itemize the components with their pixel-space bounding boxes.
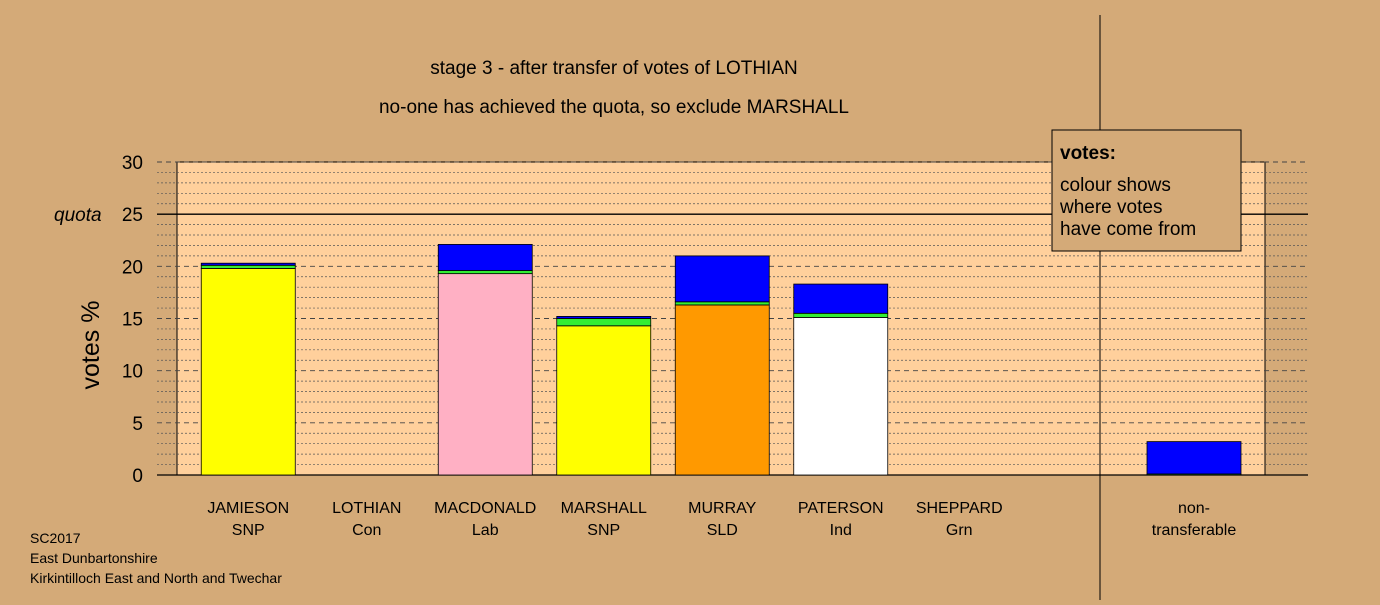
candidate-party: Con — [352, 522, 381, 539]
candidate-name: MARSHALL — [561, 500, 647, 517]
y-tick-label: 30 — [122, 153, 143, 174]
y-tick-label: 5 — [132, 414, 143, 435]
candidate-party: SLD — [707, 522, 738, 539]
nontransferable-label: non- — [1178, 500, 1210, 517]
nontransferable-label: transferable — [1152, 522, 1237, 539]
y-tick-label: 15 — [122, 310, 143, 331]
y-tick-label: 25 — [122, 205, 143, 226]
candidate-party: Lab — [472, 522, 499, 539]
candidate-name: MURRAY — [688, 500, 756, 517]
legend-title: votes: — [1060, 143, 1116, 164]
bar-segment — [556, 316, 652, 319]
candidate-party: Grn — [946, 522, 973, 539]
bar-segment — [437, 273, 533, 476]
candidate-name: MACDONALD — [434, 500, 536, 517]
footer-line: SC2017 — [30, 530, 81, 546]
legend-box — [1051, 129, 1242, 252]
footer-line: East Dunbartonshire — [30, 550, 158, 566]
footer-line: Kirkintilloch East and North and Twechar — [30, 570, 282, 586]
candidate-name: JAMIESON — [207, 500, 289, 517]
bar-segment — [793, 317, 889, 476]
y-axis-label: votes % — [77, 301, 105, 390]
bar-segment — [793, 283, 889, 314]
bar-segment — [200, 268, 296, 476]
bar-segment — [556, 325, 652, 476]
bar-segment — [200, 264, 296, 269]
legend-text: where votes — [1059, 197, 1162, 218]
bar-segment — [556, 318, 652, 327]
y-tick-label: 20 — [122, 257, 143, 278]
bar-segment — [437, 270, 533, 275]
chart-subtitle: no-one has achieved the quota, so exclud… — [379, 97, 849, 118]
nontransferable-bar-segment — [1146, 441, 1242, 475]
candidate-party: SNP — [232, 522, 265, 539]
bar-segment — [437, 244, 533, 271]
candidate-name: PATERSON — [798, 500, 884, 517]
legend-text: colour shows — [1060, 175, 1171, 196]
candidate-name: LOTHIAN — [332, 500, 401, 517]
quota-label: quota — [54, 205, 102, 226]
y-tick-label: 0 — [132, 466, 143, 487]
bar-segment — [793, 312, 889, 318]
bar-segment — [674, 255, 770, 303]
chart-title: stage 3 - after transfer of votes of LOT… — [430, 58, 798, 79]
candidate-name: SHEPPARD — [916, 500, 1003, 517]
candidate-party: Ind — [830, 522, 852, 539]
legend-text: have come from — [1060, 219, 1196, 240]
bar-segment — [674, 301, 770, 306]
y-tick-label: 10 — [122, 362, 143, 383]
bar-segment — [674, 304, 770, 476]
candidate-party: SNP — [587, 522, 620, 539]
bar-segment — [200, 262, 296, 266]
